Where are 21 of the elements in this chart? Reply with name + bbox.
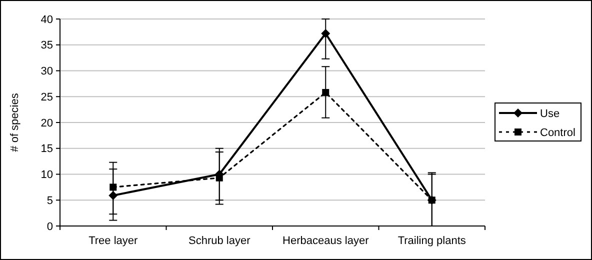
legend-label: Control bbox=[540, 126, 576, 139]
point bbox=[322, 88, 330, 96]
point bbox=[428, 196, 436, 204]
point bbox=[216, 174, 223, 182]
x-tick-label: Schrub layer bbox=[188, 235, 251, 247]
y-tick-label: 20 bbox=[40, 117, 53, 130]
y-tick-label: 15 bbox=[40, 143, 53, 156]
y-tick-label: 5 bbox=[46, 194, 53, 207]
y-tick-label: 35 bbox=[40, 40, 53, 52]
point bbox=[110, 184, 117, 191]
y-tick-label: 0 bbox=[46, 220, 53, 233]
y-axis-title: # of species bbox=[9, 92, 21, 152]
y-tick-label: 40 bbox=[40, 14, 53, 26]
legend-label: Use bbox=[540, 108, 560, 120]
y-tick-label: 25 bbox=[40, 91, 53, 104]
y-tick-label: 30 bbox=[40, 66, 53, 78]
point bbox=[321, 28, 330, 38]
x-tick-label: Herbaceaus layer bbox=[282, 235, 370, 247]
x-tick-label: Trailing plants bbox=[398, 235, 466, 247]
x-tick-label: Tree layer bbox=[88, 235, 138, 247]
y-tick-label: 10 bbox=[40, 169, 53, 182]
